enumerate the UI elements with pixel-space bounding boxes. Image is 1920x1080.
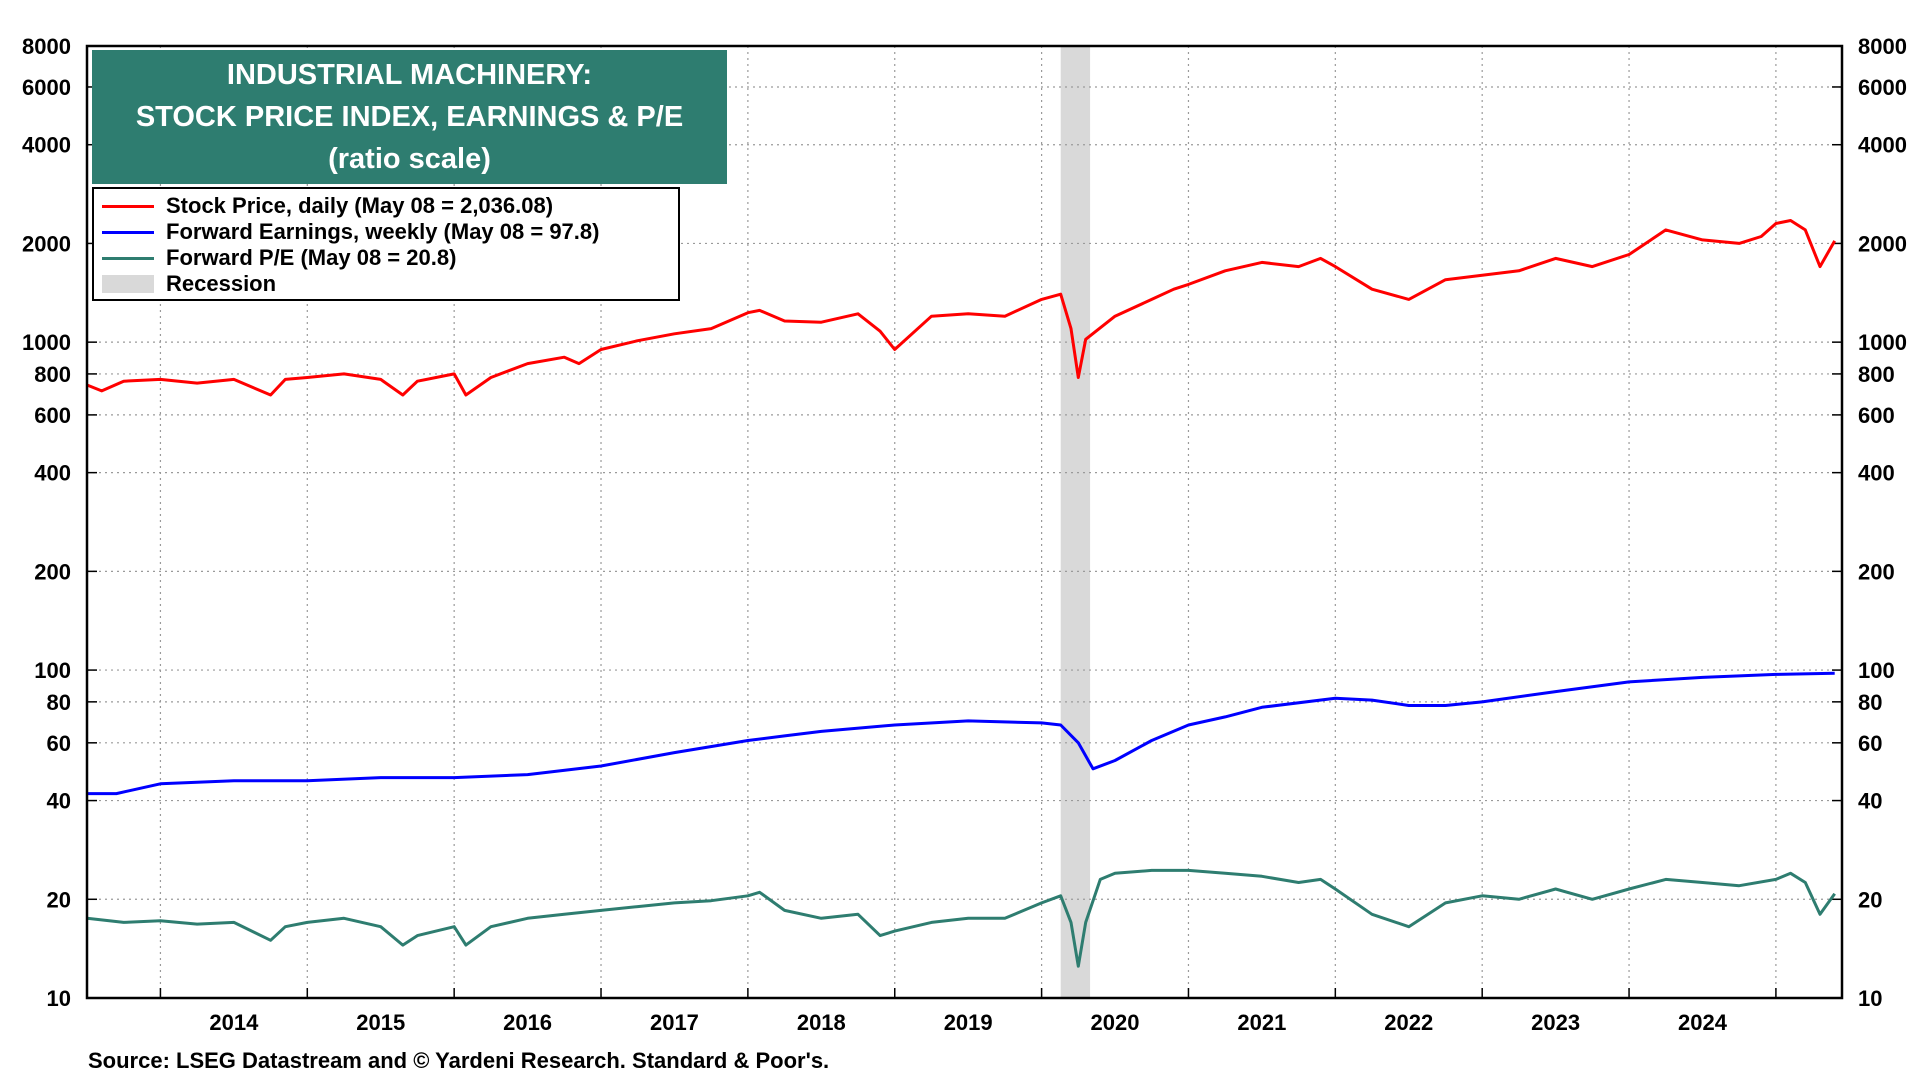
- series-line-0: [86, 219, 1837, 397]
- y-tick-label-right: 600: [1858, 403, 1895, 428]
- y-tick-label-right: 200: [1858, 559, 1895, 584]
- legend-swatch-forward-pe: [102, 256, 154, 260]
- title-line-3: (ratio scale): [328, 143, 491, 175]
- legend-item-recession: Recession: [102, 271, 670, 297]
- y-tick-label-left: 200: [34, 559, 71, 584]
- legend-label-forward-pe: Forward P/E (May 08 = 20.8): [166, 245, 457, 270]
- x-tick-label: 2022: [1384, 1010, 1433, 1035]
- x-tick-label: 2020: [1091, 1010, 1140, 1035]
- y-tick-label-left: 800: [34, 362, 71, 387]
- legend-swatch-forward-earnings: [102, 230, 154, 234]
- x-tick-label: 2014: [209, 1010, 259, 1035]
- y-tick-label-left: 1000: [22, 330, 71, 355]
- y-tick-label-right: 80: [1858, 690, 1882, 715]
- y-tick-label-left: 100: [34, 658, 71, 683]
- title-line-2: STOCK PRICE INDEX, EARNINGS & P/E: [135, 101, 684, 133]
- legend-item-stock-price: Stock Price, daily (May 08 = 2,036.08): [102, 193, 670, 219]
- x-tick-label: 2021: [1237, 1010, 1286, 1035]
- legend-item-forward-pe: Forward P/E (May 08 = 20.8): [102, 245, 670, 271]
- y-tick-label-right: 10: [1858, 986, 1882, 1011]
- y-tick-label-right: 100: [1858, 658, 1895, 683]
- y-tick-label-right: 40: [1858, 789, 1882, 814]
- title-line-1: INDUSTRIAL MACHINERY:: [226, 59, 593, 91]
- series-line-1: [87, 671, 1835, 796]
- y-tick-label-right: 400: [1858, 461, 1895, 486]
- chart-title: INDUSTRIAL MACHINERY: STOCK PRICE INDEX,…: [92, 50, 727, 184]
- legend: Stock Price, daily (May 08 = 2,036.08) F…: [92, 187, 680, 301]
- y-tick-label-left: 80: [47, 690, 71, 715]
- y-tick-label-left: 600: [34, 403, 71, 428]
- y-tick-label-left: 4000: [22, 133, 71, 158]
- y-tick-label-left: 10: [47, 986, 71, 1011]
- legend-label-forward-earnings: Forward Earnings, weekly (May 08 = 97.8): [166, 219, 600, 244]
- y-tick-label-right: 4000: [1858, 133, 1907, 158]
- y-tick-label-right: 1000: [1858, 330, 1907, 355]
- y-tick-label-left: 400: [34, 461, 71, 486]
- x-tick-label: 2019: [944, 1010, 993, 1035]
- legend-label-stock-price: Stock Price, daily (May 08 = 2,036.08): [166, 193, 554, 218]
- x-tick-label: 2024: [1678, 1010, 1728, 1035]
- y-tick-label-left: 60: [47, 731, 71, 756]
- y-tick-label-right: 2000: [1858, 231, 1907, 256]
- x-tick-label: 2015: [356, 1010, 405, 1035]
- source-note: Source: LSEG Datastream and © Yardeni Re…: [88, 1048, 830, 1073]
- y-tick-label-left: 20: [47, 887, 71, 912]
- y-tick-label-right: 8000: [1858, 34, 1907, 59]
- legend-swatch-recession: [102, 275, 154, 293]
- legend-label-recession: Recession: [166, 271, 277, 296]
- y-tick-label-right: 6000: [1858, 75, 1907, 100]
- y-tick-label-left: 8000: [22, 34, 71, 59]
- legend-swatch-stock-price: [102, 204, 154, 208]
- legend-item-forward-earnings: Forward Earnings, weekly (May 08 = 97.8): [102, 219, 670, 245]
- x-tick-label: 2017: [650, 1010, 699, 1035]
- plot-frame: [85, 44, 1844, 1000]
- y-tick-label-left: 6000: [22, 75, 71, 100]
- x-tick-label: 2023: [1531, 1010, 1580, 1035]
- y-tick-label-right: 60: [1858, 731, 1882, 756]
- y-tick-label-left: 40: [47, 789, 71, 814]
- series-line-2: [86, 868, 1836, 968]
- x-tick-label: 2018: [797, 1010, 846, 1035]
- y-tick-label-right: 800: [1858, 362, 1895, 387]
- recession-band: [1060, 46, 1091, 998]
- x-tick-label: 2016: [503, 1010, 552, 1035]
- y-tick-label-right: 20: [1858, 887, 1882, 912]
- y-tick-label-left: 2000: [22, 231, 71, 256]
